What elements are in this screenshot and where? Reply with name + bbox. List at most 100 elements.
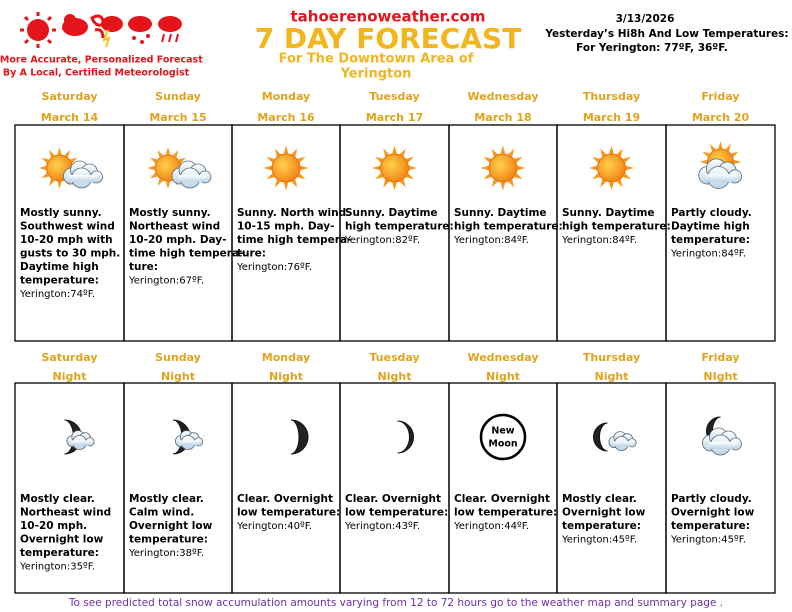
sun-ray [405, 173, 414, 180]
report-date: 3/13/2026 [616, 13, 675, 25]
column-label: Wednesday [467, 90, 538, 103]
sun-ray [178, 157, 187, 164]
sun-ray [372, 165, 380, 171]
cloud-base [708, 442, 737, 449]
sun-ray [483, 156, 492, 163]
moon [397, 420, 414, 454]
sun-ray [172, 149, 179, 158]
night-box [231, 382, 341, 594]
sun-ray [491, 148, 498, 157]
forecast-text: Sunny. Daytime [345, 207, 438, 219]
sun-ray [297, 173, 306, 180]
sun-ray [157, 178, 164, 187]
sun-ray [733, 159, 742, 165]
sun-ray [165, 147, 171, 155]
sun-ray [731, 151, 739, 158]
weather-icon [397, 420, 414, 454]
cloud-base [69, 175, 98, 182]
sun-ray [616, 148, 623, 157]
column-label: Monday [262, 90, 310, 103]
sun-ray [283, 182, 289, 191]
temperature: Yerington:43ºF. [344, 521, 420, 532]
column-label: March 18 [474, 111, 531, 124]
column-label: March 14 [41, 111, 99, 124]
sun-ray [508, 179, 515, 188]
column-label: March 20 [692, 111, 750, 124]
moon [290, 419, 309, 455]
yesterday-temps: For Yerington: 77ºF, 36ºF. [576, 42, 728, 54]
forecast-text: time high tempera- [237, 234, 351, 246]
sun-ray [57, 181, 62, 189]
sun-ray [375, 156, 384, 163]
sun-ray [589, 165, 597, 171]
column-label: Thursday [583, 90, 640, 103]
column-label: Night [378, 370, 412, 383]
sun-ray [600, 148, 607, 157]
day-box [14, 124, 125, 342]
sun-ray [702, 151, 710, 158]
tagline: A More Accurate, Personalized Forecast [0, 55, 203, 66]
sun-ray [266, 173, 275, 180]
weather-icon [589, 145, 634, 191]
forecast-text: Northeast wind [129, 221, 220, 233]
sun-ray [514, 156, 523, 163]
sun-ray [392, 182, 397, 191]
sun-ray [609, 145, 614, 154]
night-box [665, 382, 776, 594]
column-label: Night [269, 370, 303, 383]
forecast-text: Daytime high [20, 261, 99, 273]
sun-ray [609, 182, 614, 191]
sun-disc [271, 153, 301, 183]
temperature: Yerington:84ºF. [453, 235, 529, 246]
sun-disc [597, 153, 626, 183]
cloud-base [705, 174, 737, 182]
column-label: Sunday [155, 351, 201, 364]
cloud-base [71, 440, 91, 446]
temperature: Yerington:45ºF. [561, 535, 637, 546]
sun-ray [405, 156, 414, 163]
weather-icon [290, 419, 309, 455]
sun-ray [480, 165, 489, 171]
sun-ray [483, 173, 492, 180]
column-label: Night [161, 370, 195, 383]
column-label: Night [595, 370, 629, 383]
column-label: March 19 [583, 111, 640, 124]
new-moon [479, 413, 527, 461]
forecast-text: 10-20 mph with [20, 234, 113, 246]
forecast-text: Sunny. Daytime [454, 207, 547, 219]
weather-icon: New Moon [479, 413, 527, 461]
night-box [339, 382, 450, 594]
weather-icon [593, 422, 637, 452]
forecast-text: Clear. Overnight [454, 493, 550, 505]
forecast-text: 10-20 mph. [20, 520, 87, 532]
temperature: Yerington:84ºF. [561, 235, 637, 246]
weather-icon [702, 416, 742, 456]
sun-ray [291, 179, 298, 188]
sun-ray [297, 156, 306, 163]
column-label: Thursday [583, 351, 640, 364]
temperature: Yerington:44ºF. [453, 521, 529, 532]
column-label: Friday [701, 351, 739, 364]
sun-ray [149, 172, 158, 179]
weather-icon [698, 141, 743, 189]
column-label: Friday [701, 90, 739, 103]
forecast-text: high temperature: [454, 221, 563, 233]
forecast-text: high temperature: [562, 221, 671, 233]
temperature: Yerington:40ºF. [236, 521, 312, 532]
sun-ray [399, 179, 406, 188]
sun-ray [57, 147, 62, 155]
column-label: Tuesday [369, 351, 419, 364]
forecast-text: Sunny. Daytime [562, 207, 655, 219]
forecast-text: Mostly clear. [20, 493, 95, 505]
sun-ray [70, 157, 78, 164]
cloud-base [178, 175, 206, 182]
temperature: Yerington:45ºF. [670, 535, 746, 546]
sun-ray [41, 157, 49, 164]
sun-ray [710, 143, 716, 152]
sun-disc [488, 153, 518, 183]
temperature: Yerington:35ºF. [19, 562, 95, 573]
sun-ray [38, 165, 47, 171]
sun-ray [266, 156, 275, 163]
sun-ray [622, 156, 631, 163]
yesterday-heading: Yesterday’s Hi8h And Low Temperatures: [544, 28, 788, 40]
